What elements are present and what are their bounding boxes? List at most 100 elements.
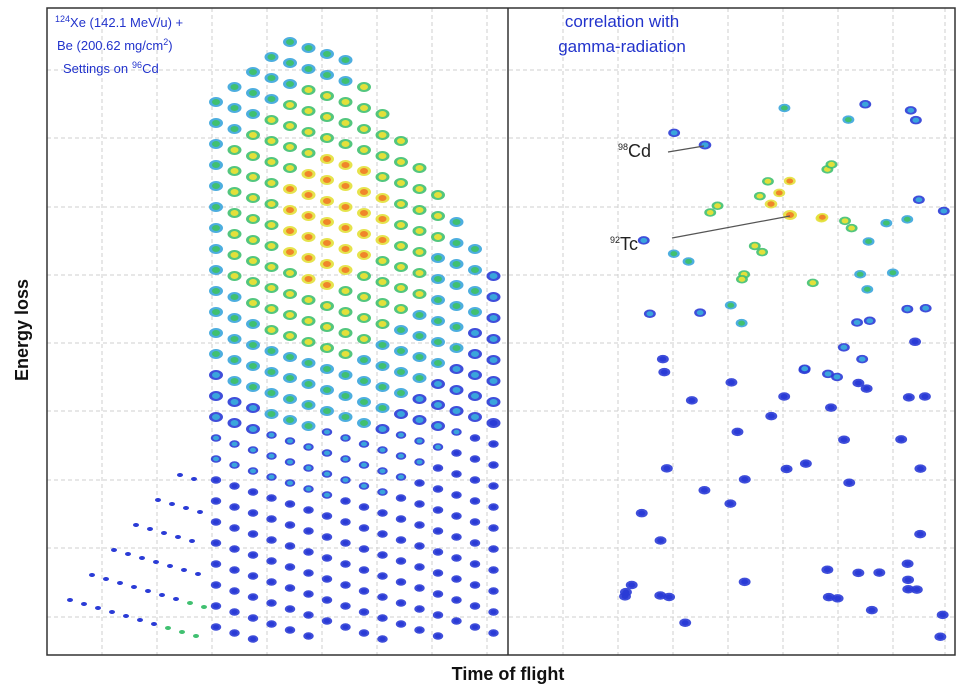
- blob-core: [286, 249, 294, 255]
- blob-core: [341, 99, 350, 105]
- blob-core: [435, 444, 441, 450]
- blob-core: [267, 390, 276, 396]
- blob-core: [379, 636, 386, 642]
- blob-core: [324, 513, 330, 519]
- blob-core: [230, 420, 239, 426]
- blob-core: [230, 231, 239, 237]
- blob-core: [378, 405, 387, 411]
- blob-core: [304, 171, 313, 177]
- blob-core: [249, 195, 257, 201]
- blob-core: [286, 228, 294, 234]
- blob-core: [268, 558, 275, 564]
- blob-core: [342, 624, 349, 630]
- blob-core: [305, 444, 312, 450]
- tail-dot: [173, 597, 179, 601]
- blob-core: [249, 153, 257, 159]
- blob-core: [734, 429, 741, 435]
- blob-core: [324, 429, 330, 435]
- blob-core: [286, 375, 294, 381]
- blob-core: [489, 357, 498, 363]
- text: Be (200.62 mg/cm: [57, 38, 163, 53]
- tail-dot: [195, 572, 201, 576]
- blob-core: [758, 249, 766, 255]
- blob-core: [489, 336, 498, 342]
- blob-core: [472, 603, 478, 609]
- blob-core: [341, 141, 350, 147]
- blob-core: [688, 397, 696, 403]
- tail-dot: [155, 498, 161, 502]
- tail-dot: [193, 634, 199, 638]
- blob-core: [342, 540, 349, 546]
- blob-core: [453, 450, 460, 456]
- blob-core: [286, 186, 294, 192]
- blob-core: [435, 549, 441, 555]
- blob-core: [398, 474, 404, 480]
- blob-core: [213, 435, 219, 441]
- blob-core: [323, 114, 331, 120]
- blob-core: [341, 267, 350, 273]
- blob-core: [848, 225, 856, 231]
- tail-dot: [179, 630, 185, 634]
- blob-core: [663, 465, 671, 471]
- blob-core: [286, 39, 294, 45]
- blob-core: [397, 159, 405, 165]
- blob-core: [249, 321, 257, 327]
- blob-core: [490, 483, 497, 489]
- blob-core: [922, 305, 930, 311]
- blob-core: [360, 357, 368, 363]
- tail-dot: [153, 560, 159, 564]
- blob-core: [250, 468, 256, 474]
- blob-core: [249, 300, 257, 306]
- blob-core: [471, 288, 479, 294]
- blob-core: [818, 214, 826, 220]
- blob-core: [490, 567, 497, 573]
- blob-core: [738, 320, 746, 326]
- blob-core: [706, 209, 714, 216]
- blob-core: [230, 315, 239, 321]
- blob-core: [863, 286, 871, 292]
- superscript: 92: [610, 235, 620, 245]
- blob-core: [378, 321, 387, 327]
- blob-core: [472, 540, 478, 546]
- blob-core: [361, 630, 367, 636]
- tail-dot: [159, 593, 165, 597]
- blob-core: [267, 180, 276, 186]
- blob-core: [416, 543, 423, 549]
- blob-core: [323, 177, 331, 183]
- blob-core: [267, 75, 276, 81]
- blob-core: [904, 577, 912, 583]
- blob-core: [250, 531, 256, 537]
- blob-core: [726, 501, 734, 507]
- blob-core: [360, 336, 368, 342]
- blob-core: [833, 374, 841, 380]
- tail-dot: [191, 477, 197, 481]
- blob-core: [415, 186, 424, 192]
- blob-core: [452, 408, 461, 414]
- blob-core: [249, 258, 257, 264]
- blob-core: [267, 117, 276, 123]
- blob-core: [230, 126, 239, 132]
- blob-core: [378, 174, 387, 180]
- blob-core: [397, 306, 405, 312]
- blob-core: [435, 528, 441, 534]
- blob-core: [305, 570, 312, 576]
- blob-core: [453, 471, 460, 477]
- blob-core: [889, 270, 897, 276]
- blob-core: [416, 480, 423, 486]
- blob-core: [230, 399, 239, 405]
- blob-core: [361, 462, 367, 468]
- blob-core: [471, 309, 479, 315]
- blob-core: [212, 267, 220, 273]
- blob-core: [249, 426, 257, 432]
- blob-core: [213, 561, 219, 567]
- blob-core: [397, 327, 405, 333]
- blob-core: [305, 633, 312, 639]
- blob-core: [416, 585, 423, 591]
- blob-core: [287, 480, 293, 486]
- blob-core: [741, 579, 749, 585]
- blob-core: [304, 87, 313, 93]
- blob-core: [897, 436, 905, 442]
- blob-core: [452, 324, 461, 330]
- blob-core: [398, 432, 404, 438]
- blob-core: [453, 555, 460, 561]
